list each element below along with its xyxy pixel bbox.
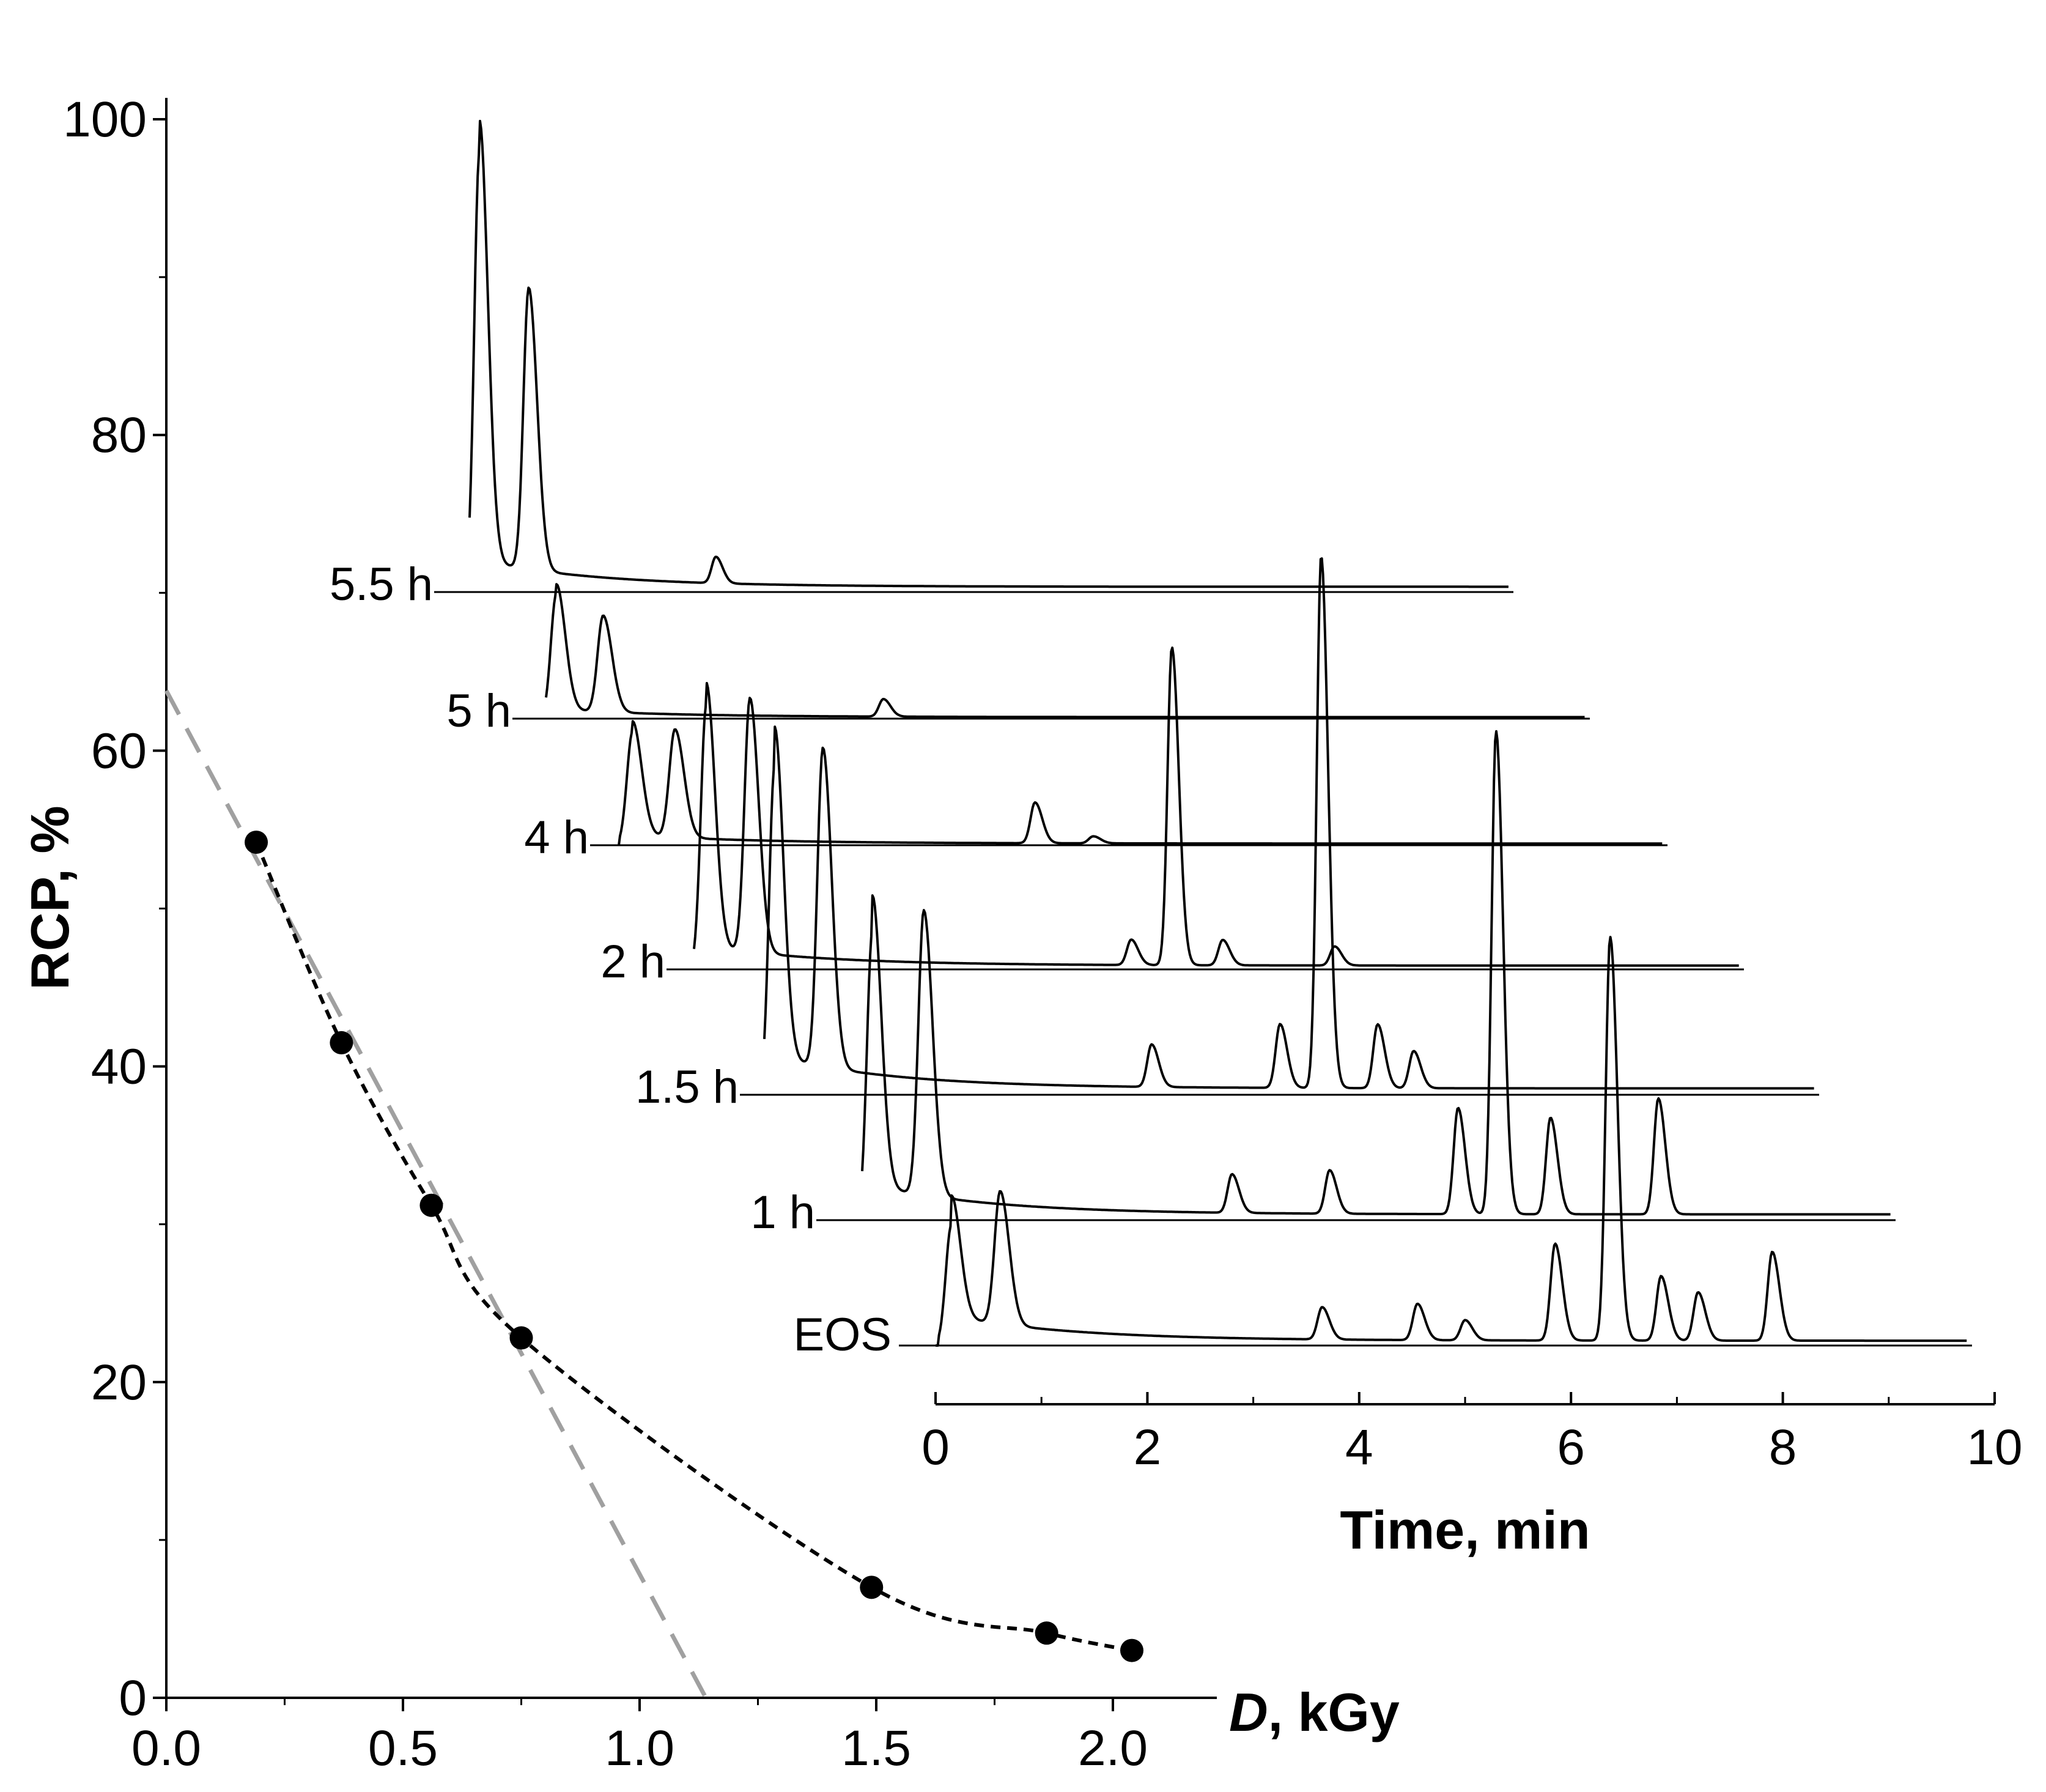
time-tick-label: 4 [1345,1420,1373,1475]
y-tick-label: 20 [91,1355,147,1410]
data-point [1120,1638,1143,1662]
trace-signal [935,936,1967,1347]
data-point [509,1326,533,1350]
y-tick-label: 60 [91,723,147,779]
linear-fit-line [164,689,708,1699]
chromatogram-trace: 4 h [524,720,1667,864]
chromatogram-trace: 5 h [446,583,1590,737]
trace-label: 1.5 h [635,1061,739,1113]
trace-signal [763,557,1814,1090]
data-point [245,831,268,854]
trace-signal [618,720,1663,846]
chromatogram-chart: 0 2 4 6 8 10 Time, min EOS 1 h 1.5 h 2 h 4 h 5 h 5.5 … [330,119,2023,1560]
trace-label: EOS [794,1309,892,1361]
data-point [860,1575,884,1599]
time-tick-label: 6 [1557,1420,1585,1475]
data-point [330,1031,353,1054]
time-tick-label: 8 [1769,1420,1797,1475]
data-point [1035,1621,1058,1645]
chromatogram-trace: 1 h [750,730,1896,1238]
y-tick-label: 0 [119,1670,147,1726]
chromatogram-trace: 1.5 h [635,557,1819,1113]
trace-label: 5.5 h [330,558,433,610]
time-tick-label: 2 [1134,1420,1162,1475]
chromatogram-trace: 2 h [600,646,1744,988]
trace-signal [693,646,1739,967]
chromatogram-trace: EOS [794,936,1972,1361]
y-tick-label: 80 [91,407,147,463]
x-tick-label: 1.5 [841,1720,911,1776]
trace-signal [861,730,1891,1216]
y-axis-title: RCP, % [20,805,80,990]
trace-signal [545,583,1585,719]
time-tick-label: 10 [1967,1420,2022,1475]
x-axis-title-variable: D [1229,1682,1268,1742]
y-tick-label: 40 [91,1039,147,1095]
x-tick-label: 1.0 [605,1720,674,1776]
x-tick-label: 0.0 [131,1720,201,1776]
x-axis-title-unit: , kGy [1268,1682,1400,1742]
trace-label: 1 h [750,1187,815,1238]
time-axis-title: Time, min [1340,1500,1590,1560]
x-axis-title: D, kGy [1229,1682,1400,1742]
chromatogram-trace: 5.5 h [330,119,1513,610]
time-tick-label: 0 [921,1420,950,1475]
x-tick-label: 2.0 [1078,1720,1148,1776]
data-point [419,1193,443,1217]
trace-signal [468,119,1509,588]
x-tick-label: 0.5 [368,1720,438,1776]
trace-label: 4 h [524,812,589,864]
y-tick-label: 100 [63,92,147,147]
trace-label: 2 h [600,936,665,988]
trace-label: 5 h [446,685,511,737]
